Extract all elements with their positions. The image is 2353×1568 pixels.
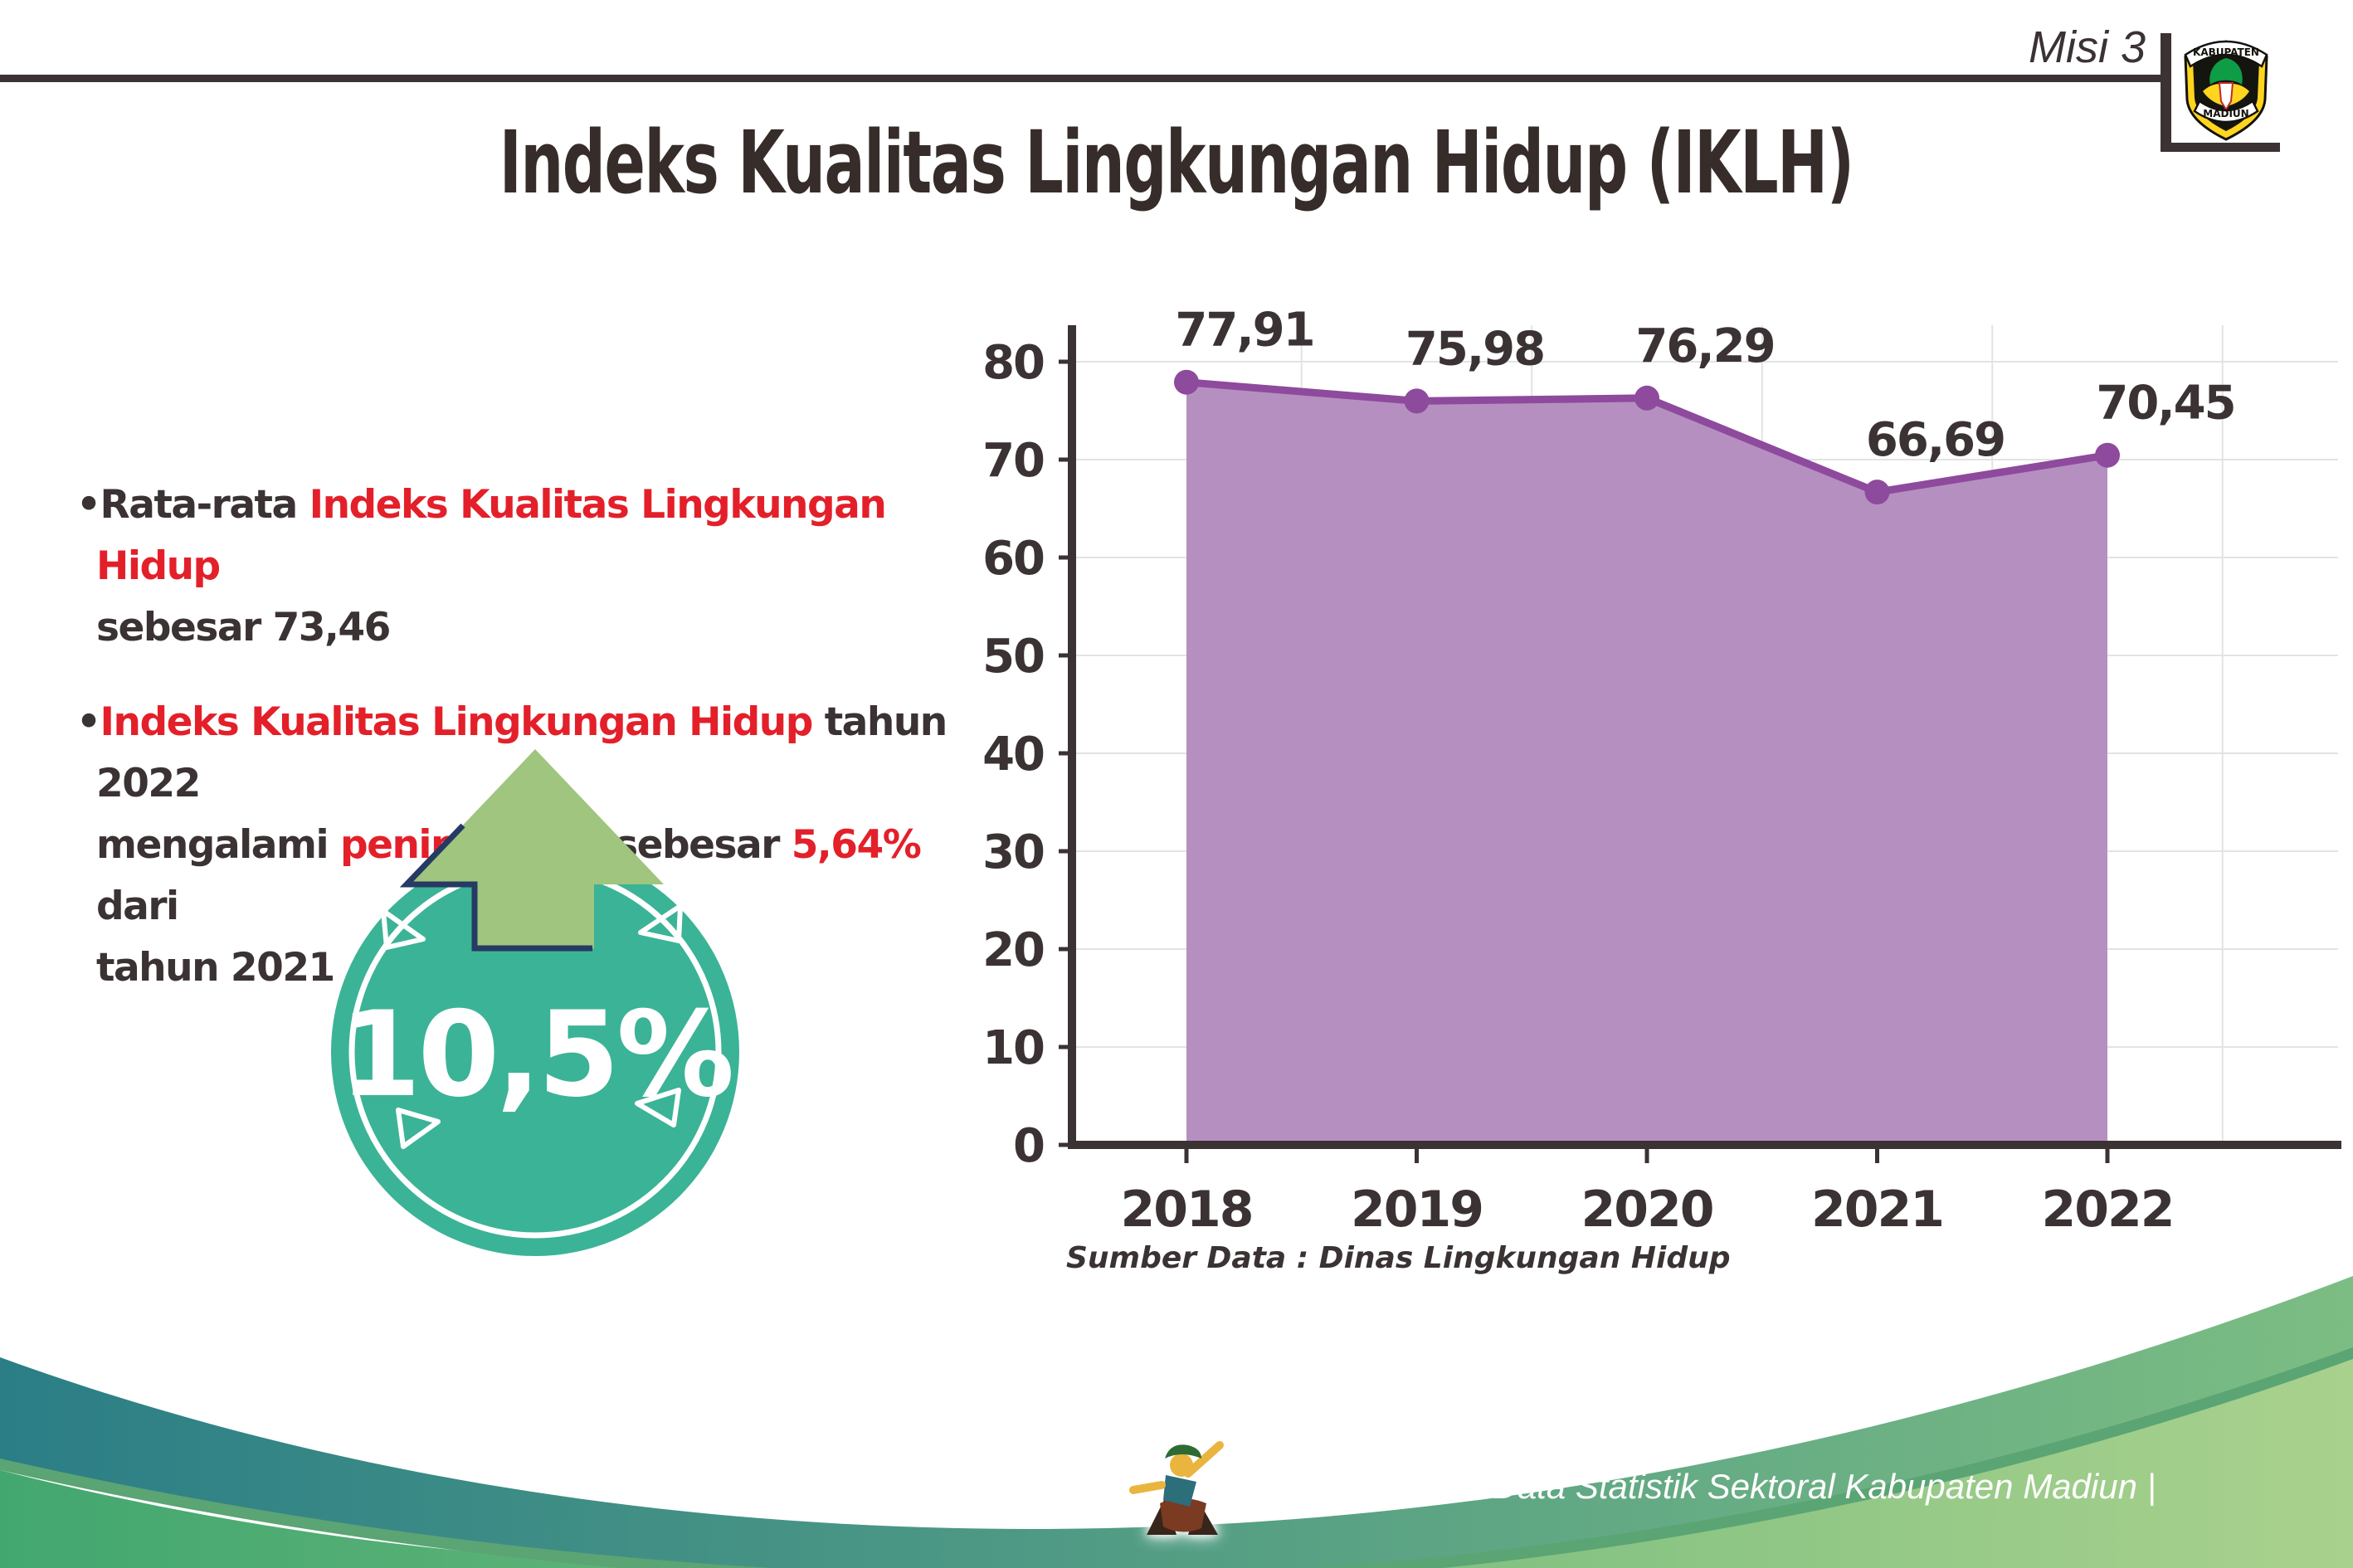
data-label: 77,91 [1175, 307, 1313, 358]
text-segment: dari [96, 884, 179, 929]
increase-badge: 10,5% [331, 749, 739, 1256]
y-tick-label: 50 [982, 630, 1044, 684]
data-point [1634, 385, 1659, 411]
up-arrow-icon [407, 749, 664, 948]
x-tick-label: 2021 [1811, 1181, 1943, 1239]
text-segment: sebesar 73,46 [96, 605, 391, 650]
text-segment: sebesar [602, 822, 792, 868]
data-point [1404, 388, 1430, 414]
badge-circle [331, 848, 739, 1256]
x-tick-label: 2018 [1121, 1181, 1253, 1239]
badge-triangle-accent [635, 1088, 681, 1127]
text-segment: mengalami [96, 822, 340, 868]
text-segment: tahun 2021 [96, 945, 335, 991]
footer-wave: Media Infografis Data Statistik Sektoral… [0, 1276, 2353, 1568]
data-point [1864, 480, 1890, 505]
x-tick-label: 2020 [1581, 1181, 1713, 1239]
footer-teal-wave [0, 1276, 2353, 1568]
x-tick-label: 2022 [2042, 1181, 2174, 1239]
badge-value: 10,5% [339, 986, 732, 1123]
mascot-icon [1129, 1441, 1224, 1535]
logo-frame-horizontal [2161, 143, 2280, 152]
text-segment: Indeks Kualitas Lingkungan Hidup [96, 482, 887, 589]
misi-label: Misi 3 [2028, 22, 2146, 72]
logo-bottom-text: MADIUN [2203, 108, 2248, 119]
text-segment: Indeks Kualitas Lingkungan Hidup [100, 699, 814, 745]
bottom-ribbon [2193, 100, 2259, 124]
data-point [2095, 442, 2120, 468]
header-rule [0, 75, 2161, 82]
bullet-average-iklh: •Rata-rata Indeks Kualitas Lingkungan Hi… [76, 475, 1006, 659]
badge-triangle-accent [396, 1108, 441, 1149]
text-segment: tahun 2022 [96, 699, 948, 806]
source-note: Sumber Data : Dinas Lingkungan Hidup [1066, 1241, 1731, 1275]
data-point [1174, 369, 1199, 395]
text-segment: • [76, 699, 101, 745]
y-tick-label: 60 [982, 532, 1044, 586]
x-tick-label: 2019 [1351, 1181, 1483, 1239]
center-shield-icon [2218, 82, 2234, 111]
footer-caption: Media Infografis Data Statistik Sektoral… [1235, 1467, 2156, 1507]
logo-top-text: KABUPATEN [2193, 46, 2259, 58]
badge-triangle-accent [381, 908, 426, 950]
y-tick-label: 40 [982, 728, 1044, 782]
area-fill [1186, 382, 2107, 1145]
y-tick-label: 70 [982, 434, 1044, 488]
top-ribbon [2184, 40, 2268, 68]
data-label: 70,45 [2096, 377, 2234, 431]
logo-frame-vertical [2161, 33, 2171, 152]
badge-triangle-accent [638, 903, 683, 943]
data-label: 76,29 [1635, 319, 1774, 373]
y-tick-label: 10 [982, 1021, 1044, 1075]
tree-icon [2209, 58, 2243, 85]
kabupaten-madiun-logo: KABUPATEN MADIUN [2184, 40, 2268, 141]
y-tick-label: 80 [982, 336, 1044, 390]
page-title: Indeks Kualitas Lingkungan Hidup (IKLH) [166, 112, 2187, 213]
y-tick-label: 20 [982, 923, 1044, 977]
up-arrow-outline [399, 823, 592, 952]
data-label: 75,98 [1405, 322, 1544, 376]
y-tick-label: 0 [1013, 1119, 1044, 1173]
iklh-area-chart: 0 10 20 30 40 50 60 70 80 2018 2019 2020 2021 2022 77,… [982, 307, 2341, 1239]
text-segment: •Rata-rata [76, 482, 309, 528]
y-tick-label: 30 [982, 825, 1044, 879]
data-label: 66,69 [1866, 413, 2005, 467]
text-segment: 5,64% [791, 822, 922, 868]
page-title-text: Indeks Kualitas Lingkungan Hidup (IKLH) [499, 112, 1854, 213]
